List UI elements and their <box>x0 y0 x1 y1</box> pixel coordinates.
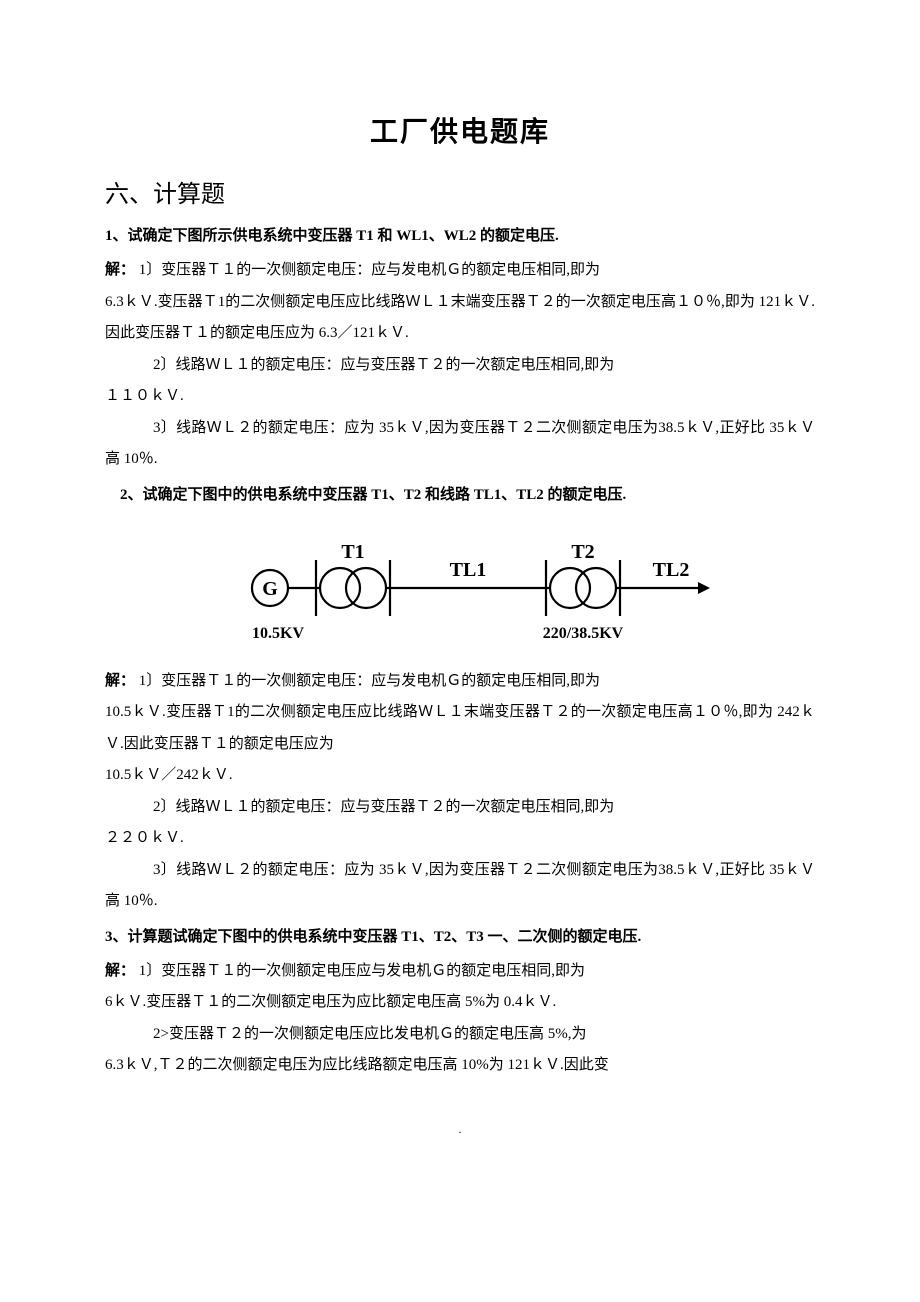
q3-p2: 6ｋＶ.变压器Ｔ１的二次侧额定电压为应比额定电压高 5%为 0.4ｋＶ. <box>105 987 815 1019</box>
q1-solve-label: 解： <box>105 262 139 278</box>
section-heading: 六、计算题 <box>105 174 815 209</box>
page: 工厂供电题库 六、计算题 1、试确定下图所示供电系统中变压器 T1 和 WL1、… <box>0 0 920 1302</box>
q2-p1: 解： 1〕变压器Ｔ１的一次侧额定电压：应与发电机Ｇ的额定电压相同,即为 <box>105 666 815 698</box>
q2-p4: ２２０ｋＶ. <box>105 823 815 855</box>
q2-p1-text: 1〕变压器Ｔ１的一次侧额定电压：应与发电机Ｇ的额定电压相同,即为 <box>139 673 600 689</box>
q1-p2: 6.3ｋＶ.变压器Ｔ1的二次侧额定电压应比线路ＷＬ１末端变压器Ｔ２的一次额定电压… <box>105 287 815 350</box>
q3-solve-label: 解： <box>105 963 139 979</box>
svg-text:T2: T2 <box>571 541 594 563</box>
svg-text:10.5KV: 10.5KV <box>252 625 304 642</box>
q1-p1-text: 1〕变压器Ｔ１的一次侧额定电压：应与发电机Ｇ的额定电压相同,即为 <box>139 262 600 278</box>
document-title: 工厂供电题库 <box>105 110 815 150</box>
q1-p5: 3〕线路ＷＬ２的额定电压：应为 35ｋＶ,因为变压器Ｔ２二次侧额定电压为38.5… <box>105 413 815 476</box>
svg-text:T1: T1 <box>341 541 364 563</box>
q3-p4: 6.3ｋＶ,Ｔ２的二次侧额定电压为应比线路额定电压高 10%为 121ｋＶ.因此… <box>105 1050 815 1082</box>
q3-p1: 解： 1〕变压器Ｔ１的一次侧额定电压应与发电机Ｇ的额定电压相同,即为 <box>105 956 815 988</box>
q2-p5: 3〕线路ＷＬ２的额定电压：应为 35ｋＶ,因为变压器Ｔ２二次侧额定电压为38.5… <box>105 855 815 918</box>
q2-diagram-wrap: G T1 TL1 T2 TL2 10.5KV 220/38.5KV <box>105 516 815 656</box>
q1-p3: 2〕线路ＷＬ１的额定电压：应与变压器Ｔ２的一次额定电压相同,即为 <box>105 350 815 382</box>
q1-heading: 1、试确定下图所示供电系统中变压器 T1 和 WL1、WL2 的额定电压. <box>105 221 815 251</box>
q2-p3: 2〕线路ＷＬ１的额定电压：应与变压器Ｔ２的一次额定电压相同,即为 <box>105 792 815 824</box>
q2-heading: 2、试确定下图中的供电系统中变压器 T1、T2 和线路 TL1、TL2 的额定电… <box>105 480 815 510</box>
q2-circuit-diagram: G T1 TL1 T2 TL2 10.5KV 220/38.5KV <box>200 516 720 656</box>
svg-text:G: G <box>262 578 278 600</box>
q2-p2: 10.5ｋＶ.变压器Ｔ1的二次侧额定电压应比线路ＷＬ１末端变压器Ｔ２的一次额定电… <box>105 697 815 760</box>
q1-p1: 解： 1〕变压器Ｔ１的一次侧额定电压：应与发电机Ｇ的额定电压相同,即为 <box>105 255 815 287</box>
q2-solve-label: 解： <box>105 673 139 689</box>
svg-text:TL1: TL1 <box>450 559 487 581</box>
q3-heading: 3、计算题试确定下图中的供电系统中变压器 T1、T2、T3 一、二次侧的额定电压… <box>105 922 815 952</box>
q2-p2b: 10.5ｋＶ／242ｋＶ. <box>105 760 815 792</box>
page-footer: . <box>105 1122 815 1137</box>
q1-p4: １１０ｋＶ. <box>105 381 815 413</box>
q3-p1-text: 1〕变压器Ｔ１的一次侧额定电压应与发电机Ｇ的额定电压相同,即为 <box>139 963 585 979</box>
svg-text:220/38.5KV: 220/38.5KV <box>543 625 624 642</box>
q3-p3: 2>变压器Ｔ２的一次侧额定电压应比发电机Ｇ的额定电压高 5%,为 <box>105 1019 815 1051</box>
svg-text:TL2: TL2 <box>653 559 690 581</box>
